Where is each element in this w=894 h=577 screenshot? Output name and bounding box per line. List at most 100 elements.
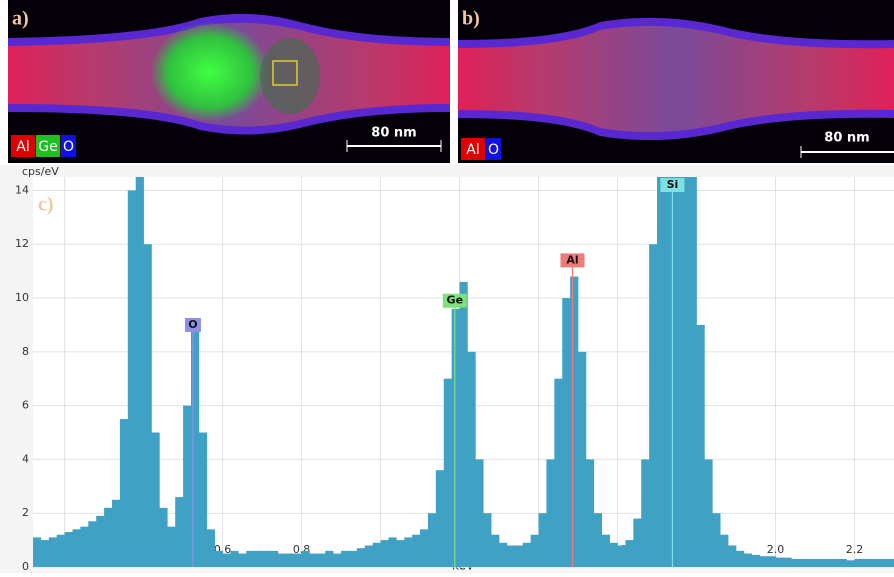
bar [206,529,215,567]
scale-label: 80 nm [824,131,869,146]
bar [601,534,610,567]
bar [317,553,326,567]
bar [822,558,832,567]
element-tag [442,293,467,308]
bar [435,470,445,567]
bar [728,545,737,567]
bar [333,553,342,567]
bar [404,537,413,567]
y-tick-label: 8 [22,345,29,358]
bar [48,537,57,567]
legend-label: Al [16,139,29,155]
legend-swatch [461,138,485,160]
bar [522,542,531,567]
bar [649,244,658,567]
bar [80,526,89,567]
bar [364,545,373,567]
legend-swatch [11,135,35,157]
bar [617,545,626,567]
bar [767,556,776,567]
map-b [458,0,894,163]
panel-label: a) [12,8,29,30]
bar [783,557,792,567]
bar [633,518,642,567]
bar [198,432,208,567]
bar [459,281,468,567]
bar [688,177,697,567]
bar [475,459,484,567]
bar [530,534,539,567]
bar [791,558,800,567]
bar [838,558,847,567]
bar [301,550,310,567]
bar [570,276,579,567]
bar [64,532,73,567]
bar [372,542,381,567]
bar [119,419,129,567]
bar [222,553,231,567]
bar [56,534,65,567]
bar [325,550,334,567]
y-tick-label: 2 [22,506,29,519]
legend-label: O [488,142,499,158]
element-tag [184,317,201,332]
bar [499,542,508,567]
y-tick-label: 14 [15,183,29,196]
bar [96,515,105,567]
y-tick-label: 10 [15,291,29,304]
bar [720,534,729,567]
bar [254,550,263,567]
bar [159,507,168,567]
bar [104,507,113,567]
bar [578,351,587,567]
bar [878,558,887,567]
bar [388,537,397,567]
panel-label: b) [462,8,480,30]
bar [183,405,192,567]
bar [554,378,563,567]
bar [657,177,666,567]
bar [309,553,318,567]
bar [680,177,689,567]
bar [815,558,824,567]
bar [40,540,50,567]
bar [380,540,389,567]
legend-label: Ge [38,139,57,155]
bar [135,177,144,567]
bar [88,521,97,567]
element-label: O [188,318,197,331]
bar [846,560,855,567]
bar [743,553,753,567]
bar [190,330,200,567]
legend-swatch [486,138,501,160]
bar [751,554,761,567]
bar [775,557,784,567]
y-tick-label: 6 [22,399,29,412]
bar [33,537,42,567]
bar [609,542,618,567]
bar [799,558,808,567]
bar [862,558,871,567]
legend-label: O [63,139,74,155]
bar [641,459,650,567]
y-label: cps/eV [22,165,59,178]
bar [72,529,81,567]
bar [111,499,121,567]
bar [562,298,571,567]
x-tick-label: 2.2 [846,543,864,556]
bar [807,558,816,567]
bar [230,550,239,567]
y-tick-label: 4 [22,452,29,465]
bar [759,556,768,567]
bar [870,558,879,567]
bar [214,550,223,567]
y-tick-label: 0 [22,560,29,573]
bar [285,553,294,567]
element-label: Al [566,253,578,266]
bar [467,351,476,567]
legend-swatch [61,135,76,157]
bar [854,558,863,567]
bar [293,553,302,567]
bar [664,177,674,567]
